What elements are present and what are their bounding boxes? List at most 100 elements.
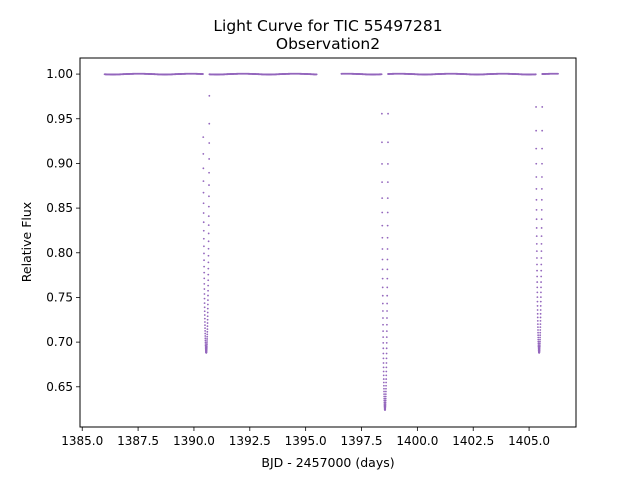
data-point: [541, 106, 544, 108]
data-point: [382, 378, 385, 380]
data-point: [539, 305, 542, 307]
data-point: [535, 227, 538, 229]
data-point: [206, 340, 208, 342]
data-point: [203, 302, 206, 304]
data-point: [207, 273, 210, 276]
data-point: [386, 236, 389, 239]
data-point: [207, 284, 210, 287]
data-point: [535, 242, 538, 245]
data-point: [202, 221, 205, 224]
data-point: [204, 339, 207, 342]
data-point: [382, 362, 385, 364]
data-point: [540, 250, 543, 253]
data-point: [207, 247, 210, 250]
data-point: [540, 227, 543, 229]
data-point: [536, 305, 539, 307]
x-tick-label: 1390.0: [173, 434, 215, 448]
data-point: [386, 277, 389, 280]
data-point: [382, 341, 385, 344]
data-point: [539, 319, 542, 322]
data-point: [386, 317, 388, 319]
data-point: [539, 338, 541, 341]
data-point: [381, 163, 383, 165]
data-point: [207, 261, 210, 264]
data-point: [207, 205, 210, 208]
data-point: [387, 112, 389, 115]
data-point: [380, 73, 383, 76]
data-point: [206, 338, 209, 340]
data-point: [536, 269, 538, 272]
data-point: [383, 393, 385, 396]
data-point: [384, 395, 387, 398]
data-point: [208, 171, 210, 174]
data-point: [208, 158, 211, 160]
data-point: [387, 141, 389, 144]
data-point: [537, 336, 540, 339]
data-point: [207, 289, 209, 292]
data-point: [385, 390, 387, 393]
data-point: [202, 237, 205, 240]
data-point: [381, 268, 384, 271]
data-point: [536, 309, 539, 311]
data-point: [386, 197, 389, 200]
data-point: [204, 343, 207, 345]
data-point: [381, 258, 384, 261]
data-point: [204, 324, 206, 327]
data-point: [535, 218, 538, 221]
data-point: [382, 357, 385, 360]
x-axis-label: BJD - 2457000 (days): [261, 455, 394, 470]
data-point: [203, 259, 205, 262]
x-axis: 1385.0 1387.5 1390.0 1392.5 1395.0 1397.5 1400…: [61, 427, 550, 448]
data-points: [103, 72, 559, 411]
data-point: [206, 315, 209, 318]
data-point: [535, 250, 538, 253]
data-point: [536, 323, 539, 326]
data-point: [383, 399, 386, 402]
data-point: [385, 381, 388, 384]
data-point: [386, 294, 389, 297]
data-point: [383, 387, 385, 390]
data-point: [203, 293, 206, 295]
x-tick-label: 1387.5: [117, 434, 159, 448]
data-point: [204, 332, 207, 335]
data-point: [535, 129, 538, 132]
y-tick-label: 0.75: [46, 290, 73, 304]
data-point: [203, 271, 206, 274]
data-point: [202, 167, 205, 170]
data-point: [387, 163, 389, 165]
data-point: [536, 316, 539, 319]
data-point: [208, 94, 211, 97]
data-point: [382, 310, 384, 312]
x-tick-label: 1400.0: [396, 434, 438, 448]
data-point: [315, 73, 318, 76]
data-point: [535, 106, 537, 108]
data-point: [385, 330, 388, 333]
data-point: [386, 286, 389, 289]
data-point: [535, 176, 538, 178]
data-point: [203, 252, 205, 255]
data-point: [381, 302, 384, 305]
data-point: [540, 275, 543, 278]
data-point: [537, 338, 540, 341]
y-tick-label: 0.85: [46, 201, 73, 215]
x-tick-label: 1402.5: [452, 434, 494, 448]
data-point: [386, 248, 389, 250]
data-point: [203, 265, 206, 268]
data-point: [539, 326, 542, 329]
data-point: [537, 340, 540, 343]
data-point: [207, 299, 209, 302]
data-point: [536, 286, 539, 289]
data-point: [540, 281, 542, 283]
data-point: [541, 147, 543, 150]
data-point: [208, 142, 211, 144]
data-point: [535, 208, 538, 211]
y-tick-label: 1.00: [46, 67, 73, 81]
data-point: [381, 181, 383, 184]
y-axis-label: Relative Flux: [19, 202, 34, 282]
data-point: [207, 224, 210, 226]
y-tick-label: 0.80: [46, 246, 73, 260]
data-point: [205, 346, 208, 349]
data-point: [536, 275, 539, 278]
data-point: [539, 329, 542, 331]
data-point: [382, 366, 385, 369]
